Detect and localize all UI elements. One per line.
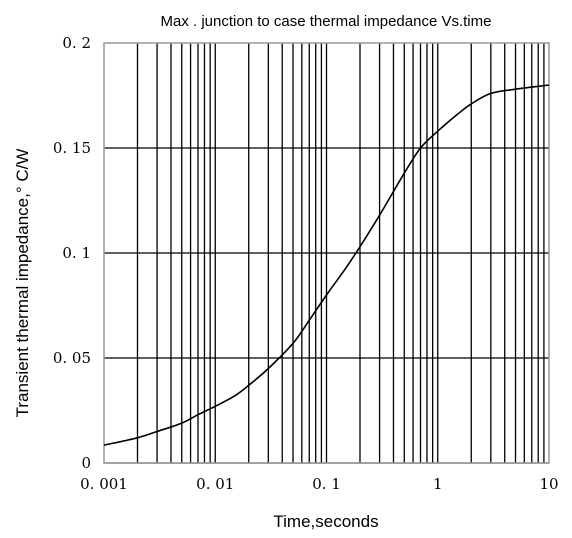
chart-title: Max . junction to case thermal impedance… <box>161 13 492 30</box>
x-tick-label: 0. 01 <box>196 475 234 493</box>
y-tick-label: 0 <box>81 454 91 472</box>
x-tick-label: 0. 001 <box>80 475 128 493</box>
y-axis-label: Transient thermal impedance,° C/W <box>13 149 32 418</box>
tick-layer: 0. 001 0. 01 0. 1 1 10 0 0. 05 0. 1 0. 15 0. 2 <box>53 34 559 493</box>
plot-frame <box>103 42 550 464</box>
x-axis-label: Time,seconds <box>273 512 378 531</box>
y-tick-label: 0. 2 <box>62 34 91 52</box>
y-tick-label: 0. 05 <box>53 349 91 367</box>
x-tick-label: 10 <box>539 475 558 493</box>
series-line <box>103 84 550 446</box>
y-tick-label: 0. 1 <box>62 244 91 262</box>
grid-layer <box>104 43 549 464</box>
x-tick-label: 1 <box>433 475 443 493</box>
x-tick-label: 0. 1 <box>312 475 341 493</box>
series-layer <box>103 84 550 446</box>
y-tick-label: 0. 15 <box>53 139 91 157</box>
